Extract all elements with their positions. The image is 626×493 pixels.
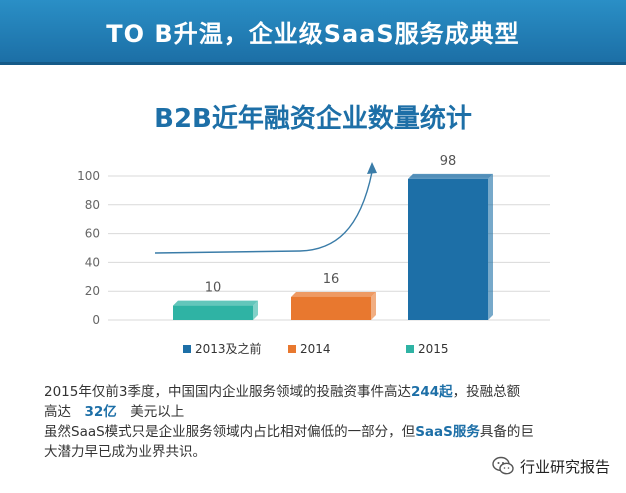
desc-line-1-b: ，投融总额 (452, 384, 521, 400)
legend-swatch (406, 345, 414, 353)
y-tick-label: 40 (85, 255, 100, 269)
legend-swatch (288, 345, 296, 353)
bar-side (253, 300, 258, 320)
trend-arrow-line (154, 171, 373, 254)
bar (408, 178, 488, 320)
y-tick-label: 20 (85, 284, 100, 298)
desc-line-3-b: 具备的巨 (479, 424, 534, 440)
trend-arrowhead (367, 162, 377, 174)
desc-line-2-b: 美元以上 (130, 404, 185, 420)
bar (173, 305, 253, 320)
desc-line-3: 虽然SaaS模式只是企业服务领域内占比相对偏低的一部分，但SaaS服务具备的巨 (44, 422, 604, 442)
desc-line-4: 大潜力早已成为业界共识。 (44, 444, 206, 460)
y-tick-label: 0 (92, 313, 100, 327)
desc-line-1-a: 2015年仅前3季度，中国国内企业服务领域的投融资事件高达 (44, 384, 411, 400)
watermark: 行业研究报告 (492, 455, 610, 477)
legend-label: 2013及之前 (195, 341, 262, 356)
desc-line-3-a: 虽然SaaS模式只是企业服务领域内占比相对偏低的一部分，但 (44, 424, 416, 440)
bar-side (371, 291, 376, 320)
bar-chart: 0 20 40 60 80 100 98 16 10 2013及之前 2014 2015 (77, 154, 550, 356)
header-banner: TO B升温，企业级SaaS服务成典型 (0, 0, 626, 65)
bar-top (291, 291, 376, 297)
watermark-label: 行业研究报告 (519, 457, 610, 476)
bar-top (408, 173, 493, 179)
bar (291, 296, 371, 320)
legend-label: 2014 (300, 342, 331, 356)
stat-funding-amount: 32亿 (84, 404, 117, 420)
description-text: 2015年仅前3季度，中国国内企业服务领域的投融资事件高达244起，投融总额 高… (44, 382, 604, 462)
data-label: 10 (205, 281, 222, 296)
desc-line-1: 2015年仅前3季度，中国国内企业服务领域的投融资事件高达244起，投融总额 (44, 382, 604, 402)
y-tick-label: 60 (85, 227, 100, 241)
chart-title: B2B近年融资企业数量统计 (154, 104, 472, 134)
bar-side (488, 173, 493, 320)
desc-line-2-a: 高达 (44, 404, 71, 420)
desc-highlight-saas: SaaS服务 (415, 424, 480, 440)
banner-title: TO B升温，企业级SaaS服务成典型 (106, 20, 520, 48)
desc-line-2: 高达 32亿 美元以上 (44, 402, 604, 422)
y-tick-label: 80 (85, 198, 100, 212)
y-tick-label: 100 (77, 169, 100, 183)
legend-label: 2015 (418, 342, 449, 356)
data-label: 98 (440, 154, 457, 169)
bar-top (173, 300, 258, 306)
stat-events-count: 244起 (410, 384, 453, 400)
wechat-icon (492, 456, 514, 475)
legend-swatch (183, 345, 191, 353)
data-label: 16 (323, 272, 340, 287)
